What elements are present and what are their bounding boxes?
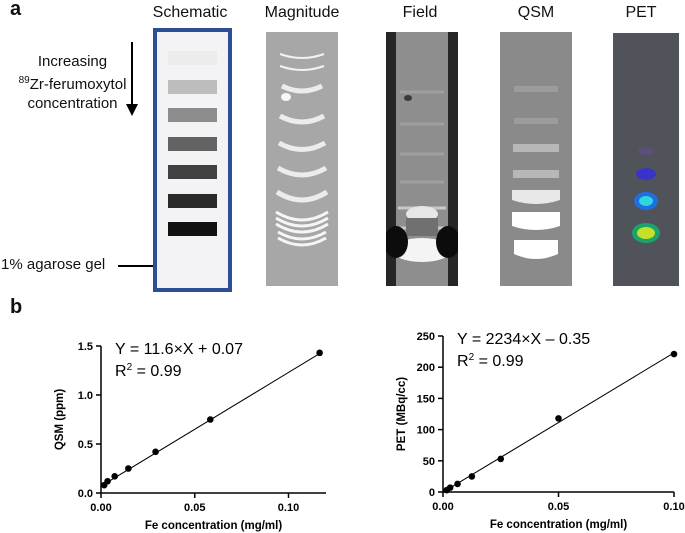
data-point (670, 350, 678, 358)
annotation-agent: Zr-ferumoxytol (29, 76, 127, 93)
column-title-qsm: QSM (517, 4, 555, 21)
annotation-superscript: 89 (18, 75, 30, 86)
schematic-band (168, 222, 217, 236)
r-squared: R2 = 0.99 (115, 362, 182, 380)
field-bands (386, 32, 458, 286)
data-point (446, 484, 454, 491)
r-squared-prefix: R (457, 353, 469, 370)
column-title-field: Field (402, 4, 438, 21)
data-point (316, 349, 323, 357)
schematic-tube (153, 28, 232, 292)
schematic-band (168, 108, 217, 122)
data-point (111, 473, 118, 480)
x-axis-label: Fe concentration (mg/ml) (145, 520, 283, 532)
y-tick-label: 200 (417, 362, 435, 374)
x-tick-label: 0.10 (278, 502, 299, 514)
pet-spots (632, 147, 660, 243)
r-squared-superscript: 2 (127, 362, 133, 373)
data-point (207, 416, 214, 423)
r-squared: R2 = 0.99 (457, 352, 524, 370)
y-tick-label: 50 (423, 456, 435, 468)
x-tick-label: 0.10 (663, 501, 684, 513)
data-point (104, 477, 111, 485)
schematic-band (168, 136, 217, 151)
data-point (454, 480, 461, 488)
r-squared-value: = 0.99 (132, 363, 181, 380)
annotation-concentration-word: concentration (27, 95, 118, 112)
schematic-band (168, 79, 217, 94)
qsm-bands (512, 86, 560, 259)
data-point (125, 465, 132, 472)
y-tick-label: 150 (417, 393, 435, 405)
pet-image (613, 33, 679, 286)
annotation-increasing: Increasing (37, 53, 108, 70)
x-tick-label: 0.00 (432, 501, 453, 513)
magnitude-bands (275, 53, 329, 247)
schematic-band (168, 51, 217, 65)
fit-equation: Y = 2234×X – 0.35 (457, 331, 590, 348)
column-title-pet: PET (625, 4, 657, 21)
y-tick-label: 0.0 (78, 488, 93, 500)
data-point (468, 473, 476, 480)
r-squared-superscript: 2 (469, 352, 475, 363)
data-point (555, 415, 562, 422)
y-axis-label: QSM (ppm) (54, 389, 66, 450)
schematic-band (168, 193, 217, 208)
r-squared-value: = 0.99 (474, 353, 523, 370)
annotation-agent-line: 89Zr-ferumoxytol (0, 71, 145, 94)
qsm-image (500, 32, 572, 286)
x-axis-label: Fe concentration (mg/ml) (490, 519, 628, 531)
annotation-concentration: Increasing 89Zr-ferumoxytol concentratio… (0, 52, 145, 113)
y-tick-label: 100 (417, 425, 435, 437)
y-tick-label: 250 (417, 331, 435, 343)
column-title-schematic: Schematic (152, 4, 228, 21)
field-image (386, 32, 458, 286)
fit-line (446, 352, 675, 491)
data-point (152, 448, 159, 456)
pet-chart: 0 50 100 150 200 250 0.00 0.05 0.10 Fe concentrat… (396, 331, 685, 531)
column-title-magnitude: Magnitude (264, 4, 340, 21)
y-tick-label: 0.5 (78, 439, 93, 451)
data-point (497, 455, 505, 463)
y-tick-label: 1.0 (78, 390, 93, 402)
annotation-gel: 1% agarose gel (1, 256, 106, 273)
panel-a-label: a (10, 0, 22, 20)
panel-b-label: b (10, 296, 23, 318)
x-tick-label: 0.05 (184, 502, 205, 514)
y-tick-label: 0 (429, 487, 435, 499)
y-tick-label: 1.5 (78, 341, 93, 353)
x-tick-label: 0.00 (90, 502, 111, 514)
magnitude-image (266, 32, 338, 286)
y-axis-label: PET (MBq/cc) (396, 377, 408, 451)
down-arrow-icon (126, 42, 138, 116)
fit-equation: Y = 11.6×X + 0.07 (115, 341, 243, 358)
schematic-band (168, 165, 217, 179)
qsm-chart: 0.0 0.5 1.0 1.5 0.00 0.05 0.10 Fe concentration… (54, 341, 326, 532)
r-squared-prefix: R (115, 363, 127, 380)
x-tick-label: 0.05 (548, 501, 569, 513)
